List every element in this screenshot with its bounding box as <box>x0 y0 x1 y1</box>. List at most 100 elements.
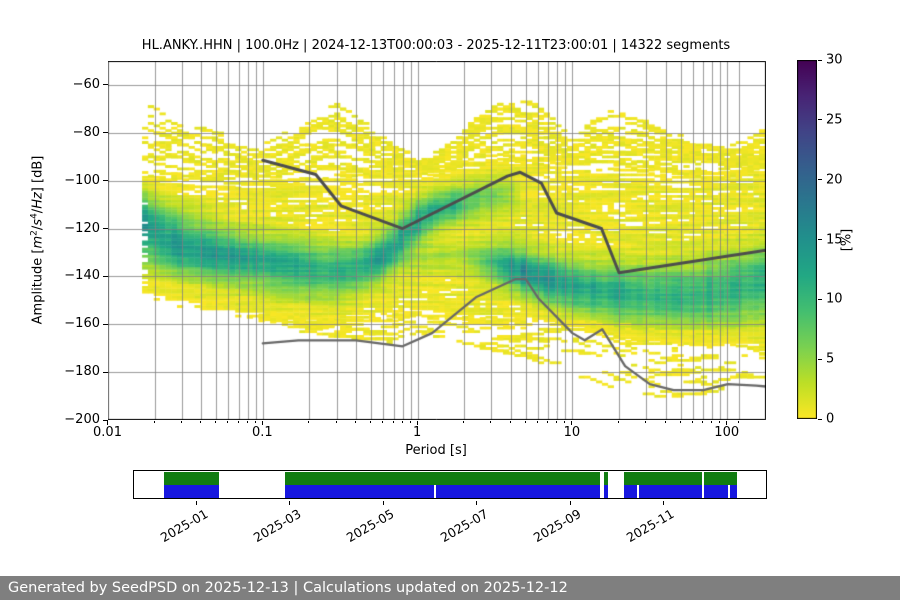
x-tick-label: 0.1 <box>251 425 273 440</box>
x-minor-tick <box>392 420 394 423</box>
colorbar-tick <box>817 298 822 300</box>
plot-title: HL.ANKY..HHN | 100.0Hz | 2024-12-13T00:0… <box>141 38 731 53</box>
availability-segment <box>163 471 219 498</box>
colorbar-tick <box>817 358 822 360</box>
x-minor-tick <box>719 420 721 423</box>
y-axis-label-part: 2 <box>29 230 40 236</box>
footer-text: Generated by SeedPSD on 2025-12-13 | Cal… <box>8 580 568 596</box>
x-minor-tick <box>556 420 558 423</box>
availability-segment <box>624 471 702 498</box>
colorbar-tick-label: 15 <box>826 232 843 247</box>
availability-segment <box>284 471 601 498</box>
colorbar-tick <box>817 239 822 240</box>
x-major-tick <box>416 420 418 425</box>
y-tick <box>102 419 108 421</box>
x-minor-tick <box>254 420 256 423</box>
x-minor-tick <box>246 420 248 423</box>
x-minor-tick <box>180 420 182 423</box>
x-major-tick <box>571 420 573 425</box>
x-tick-label: 100 <box>714 425 740 440</box>
footer-bar: Generated by SeedPSD on 2025-12-13 | Cal… <box>0 576 900 600</box>
psd-coverage-band <box>704 472 737 485</box>
colorbar-tick <box>817 119 822 121</box>
colorbar-tick <box>817 59 822 61</box>
y-axis-label-part: m <box>30 235 46 249</box>
x-tick-label: 0.01 <box>93 425 122 440</box>
timeline-tick <box>382 500 384 505</box>
y-tick <box>102 323 108 325</box>
x-minor-tick <box>524 420 526 423</box>
x-minor-tick <box>153 420 155 423</box>
colorbar-tick <box>817 179 822 181</box>
availability-timeline <box>133 470 767 499</box>
x-minor-tick <box>537 420 539 423</box>
x-minor-tick <box>645 420 647 423</box>
colorbar-tick-label: 5 <box>826 351 835 367</box>
timeline-tick <box>662 500 664 505</box>
psd-coverage-band <box>603 472 608 485</box>
x-minor-tick <box>664 420 666 423</box>
x-minor-tick <box>401 420 403 423</box>
y-tick <box>102 228 108 230</box>
x-minor-tick <box>370 420 371 423</box>
y-axis-label-part: Amplitude [ <box>30 248 46 325</box>
colorbar-tick-label: 20 <box>826 172 843 188</box>
x-minor-tick <box>691 420 693 423</box>
data-gap <box>727 485 730 498</box>
y-tick-label: −180 <box>64 364 100 380</box>
data-coverage-band <box>163 485 219 498</box>
x-minor-tick <box>308 420 310 423</box>
data-gap <box>637 485 640 498</box>
psd-coverage-band <box>624 472 702 485</box>
y-axis-label-part: ] [dB] <box>30 155 46 193</box>
y-axis-label: Amplitude [m2/s4/Hz] [dB] <box>29 155 46 325</box>
x-tick-label: 1 <box>412 425 422 440</box>
timeline-tick <box>569 500 571 505</box>
y-tick-label: −120 <box>64 220 100 236</box>
x-major-tick <box>726 420 728 425</box>
psd-coverage-band <box>284 472 601 485</box>
x-minor-tick <box>237 420 239 423</box>
y-tick <box>102 84 108 86</box>
y-tick-label: −60 <box>72 77 100 93</box>
availability-segment <box>704 471 737 498</box>
colorbar-tick-label: 0 <box>826 411 835 427</box>
x-axis-label: Period [s] <box>405 443 467 458</box>
y-tick <box>102 371 108 373</box>
x-minor-tick <box>490 420 492 423</box>
x-minor-tick <box>463 420 465 423</box>
colorbar-tick <box>817 418 822 420</box>
y-axis-label-part: Hz <box>30 192 46 209</box>
x-minor-tick <box>702 420 704 423</box>
data-gap <box>433 485 436 498</box>
y-axis-label-part: 4 <box>29 213 40 219</box>
y-tick-label: −200 <box>64 412 100 428</box>
x-minor-tick <box>355 420 356 423</box>
y-tick-label: −160 <box>64 316 100 332</box>
x-minor-tick <box>335 420 337 423</box>
x-minor-tick <box>509 420 511 423</box>
data-coverage-band <box>624 485 702 498</box>
x-major-tick <box>107 420 108 425</box>
data-coverage-band <box>704 485 737 498</box>
y-tick-label: −80 <box>72 124 100 140</box>
psd-coverage-band <box>163 472 219 485</box>
x-minor-tick <box>547 420 549 423</box>
timeline-tick <box>476 500 478 505</box>
y-tick-label: −140 <box>64 268 100 284</box>
x-minor-tick <box>409 420 411 423</box>
colorbar-tick-label: 25 <box>826 112 843 128</box>
availability-segment <box>603 471 608 498</box>
x-minor-tick <box>564 420 566 423</box>
colorbar-tick-label: 10 <box>826 291 843 307</box>
x-minor-tick <box>679 420 681 423</box>
x-minor-tick <box>200 420 202 423</box>
colorbar-gradient <box>797 60 817 419</box>
y-tick <box>102 132 108 134</box>
x-minor-tick <box>618 420 620 423</box>
y-tick <box>102 275 108 277</box>
data-coverage-band <box>603 485 608 498</box>
ppsd-heatmap-canvas <box>107 61 766 420</box>
x-tick-label: 10 <box>563 425 581 440</box>
